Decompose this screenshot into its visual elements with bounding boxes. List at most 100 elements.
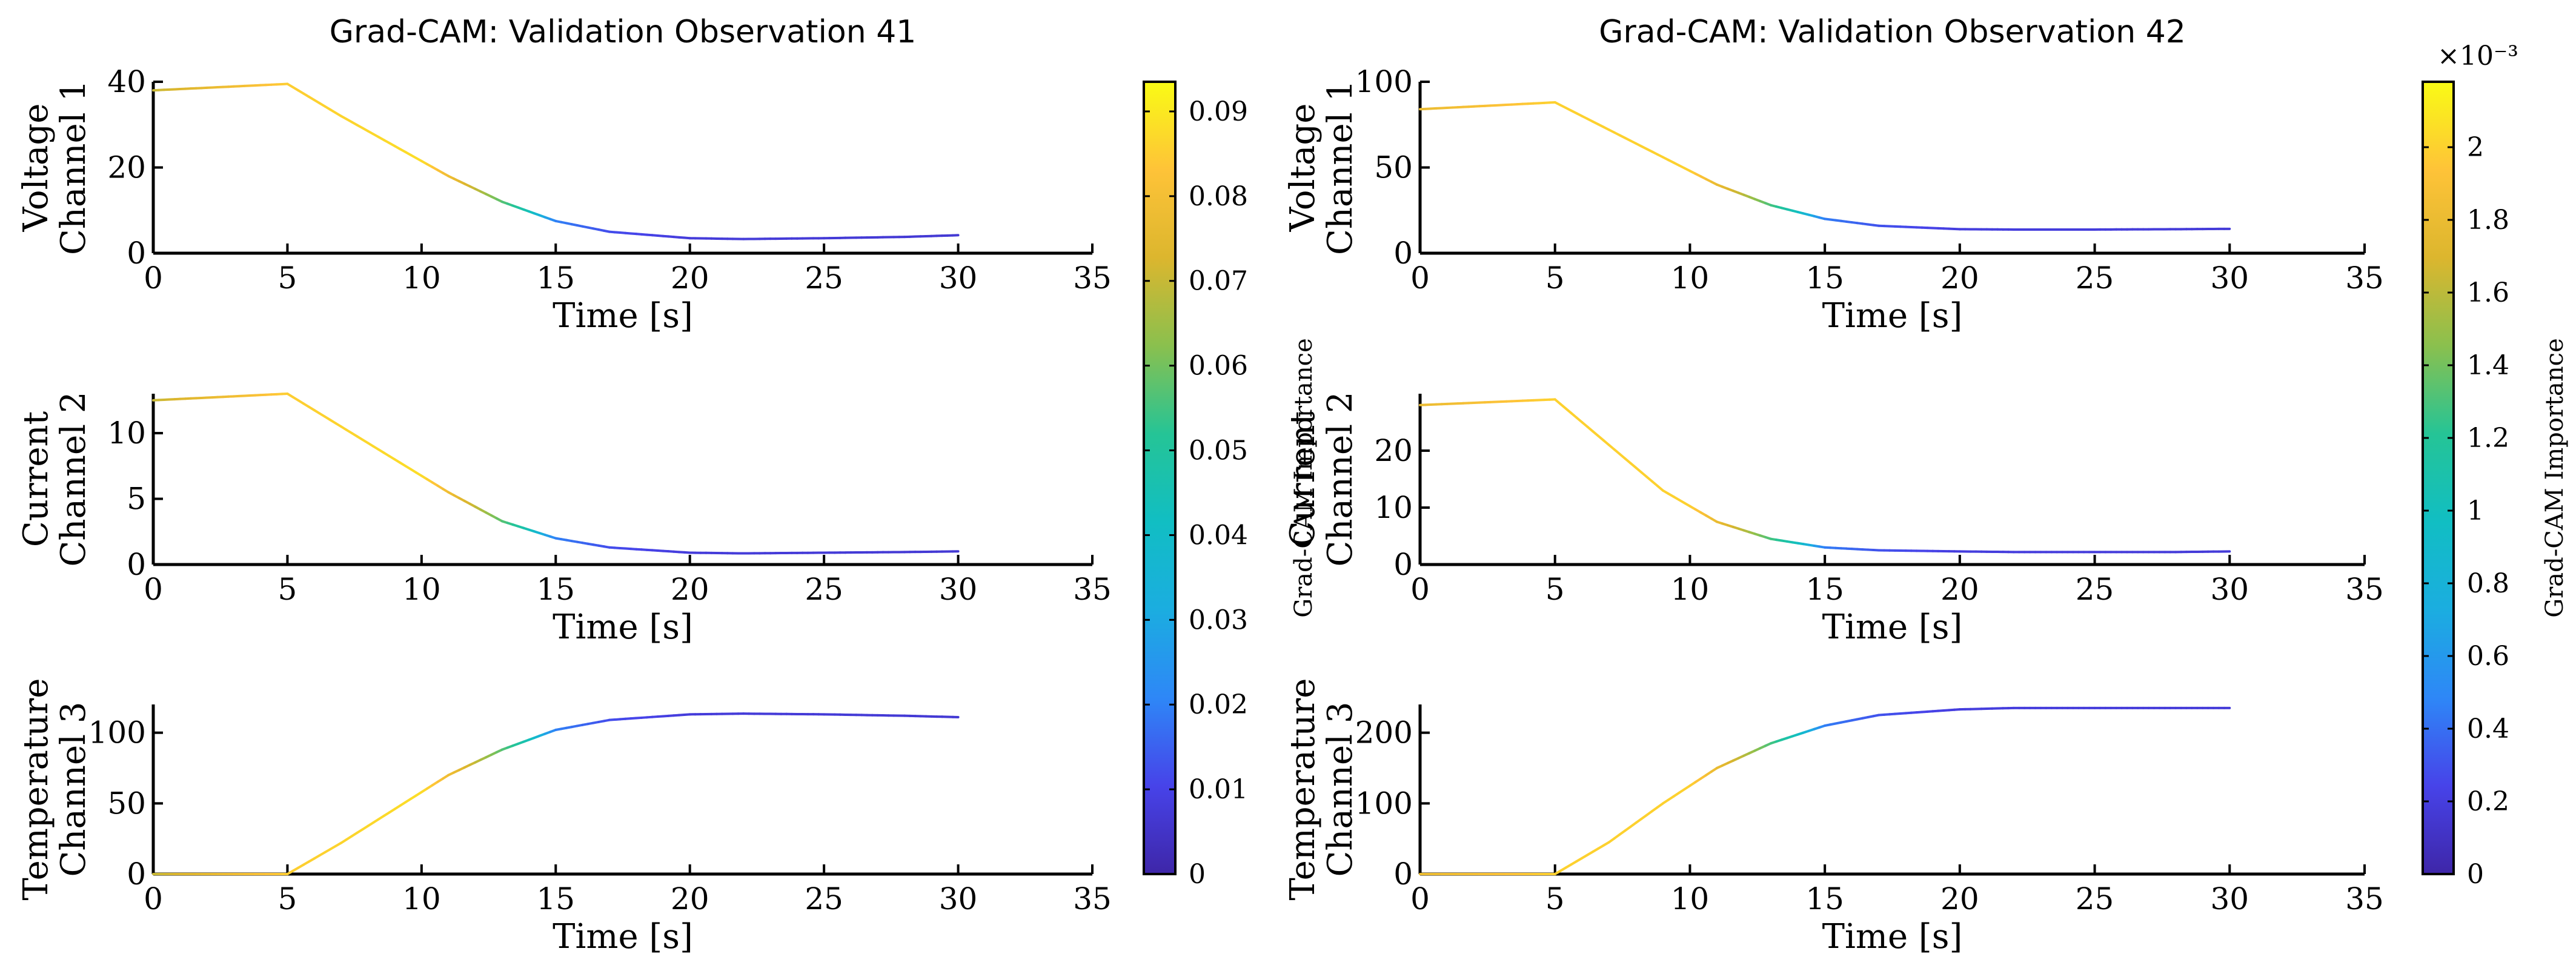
x-tick-label: 25 <box>805 881 843 916</box>
x-tick-label: 30 <box>939 260 978 296</box>
chart-title: Grad-CAM: Validation Observation 41 <box>330 14 917 50</box>
x-tick-label: 10 <box>1671 260 1710 296</box>
colorbar-tick-label: 2 <box>2467 132 2484 163</box>
x-tick-label: 35 <box>2345 881 2384 916</box>
y-tick-label: 0 <box>127 236 146 271</box>
colorbar-exponent: ×10⁻³ <box>2437 41 2518 71</box>
x-tick-label: 5 <box>278 572 297 607</box>
y-axis-label: Channel 3 <box>54 702 93 877</box>
y-tick-label: 20 <box>107 150 146 185</box>
colorbar-tick-label: 0.06 <box>1189 351 1248 382</box>
x-tick-label: 35 <box>1073 260 1112 296</box>
x-tick-label: 15 <box>536 260 575 296</box>
x-tick-label: 25 <box>2076 881 2114 916</box>
x-axis-label: Time [s] <box>553 608 693 647</box>
colorbar-tick-label: 1.2 <box>2467 423 2509 454</box>
x-tick-label: 20 <box>671 881 709 916</box>
y-axis-label: Channel 2 <box>54 392 93 567</box>
x-tick-label: 10 <box>1671 881 1710 916</box>
x-tick-label: 35 <box>1073 572 1112 607</box>
y-axis-label: Current <box>1283 411 1323 547</box>
y-tick-label: 50 <box>107 786 146 821</box>
x-axis-label: Time [s] <box>553 917 693 956</box>
y-axis-label: Temperature <box>1283 678 1323 901</box>
chart-title: Grad-CAM: Validation Observation 42 <box>1599 14 2186 50</box>
x-tick-label: 0 <box>144 572 163 607</box>
colorbar <box>2422 81 2455 875</box>
colorbar-tick-label: 0 <box>1189 859 1206 890</box>
x-tick-label: 0 <box>1410 881 1430 916</box>
colorbar-tick-label: 0.03 <box>1189 605 1248 635</box>
colorbar-label: Grad-CAM Importance <box>1290 338 1318 618</box>
x-tick-label: 35 <box>2345 260 2384 296</box>
series-line <box>1419 706 2231 875</box>
x-tick-label: 0 <box>144 881 163 916</box>
x-axis-label: Time [s] <box>553 296 693 336</box>
colorbar-tick-label: 0.2 <box>2467 786 2509 817</box>
y-tick-label: 0 <box>127 547 146 582</box>
y-axis-label: Temperature <box>16 678 56 901</box>
x-tick-label: 25 <box>2076 260 2114 296</box>
y-tick-label: 10 <box>1374 490 1413 525</box>
x-tick-label: 30 <box>2210 881 2249 916</box>
colorbar-tick-label: 1.4 <box>2467 350 2509 381</box>
x-tick-label: 5 <box>1545 881 1565 916</box>
x-tick-label: 10 <box>402 881 441 916</box>
x-tick-label: 5 <box>278 881 297 916</box>
x-tick-label: 10 <box>402 572 441 607</box>
x-tick-label: 25 <box>2076 572 2114 607</box>
y-tick-label: 100 <box>1355 64 1413 99</box>
colorbar-tick-label: 0.09 <box>1189 96 1248 127</box>
series-line <box>1419 398 2231 554</box>
x-tick-label: 15 <box>536 572 575 607</box>
colorbar-tick-label: 1.6 <box>2467 277 2509 308</box>
x-tick-label: 20 <box>1940 881 1979 916</box>
y-tick-label: 0 <box>127 856 146 892</box>
colorbar-tick-label: 0.02 <box>1189 689 1248 720</box>
x-tick-label: 30 <box>939 881 978 916</box>
x-tick-label: 35 <box>2345 572 2384 607</box>
y-axis-label: Voltage <box>1283 104 1323 233</box>
colorbar-tick-label: 0.4 <box>2467 714 2509 744</box>
x-tick-label: 5 <box>1545 572 1565 607</box>
y-axis-label: Channel 2 <box>1321 392 1360 567</box>
x-tick-label: 20 <box>1940 572 1979 607</box>
x-tick-label: 15 <box>1805 881 1844 916</box>
x-axis-label: Time [s] <box>1822 917 1963 956</box>
colorbar-tick-label: 1.8 <box>2467 205 2509 236</box>
y-tick-label: 50 <box>1374 150 1413 185</box>
y-tick-label: 5 <box>127 482 146 517</box>
y-tick-label: 20 <box>1374 433 1413 468</box>
x-tick-label: 25 <box>805 260 843 296</box>
x-tick-label: 15 <box>1805 572 1844 607</box>
x-tick-label: 15 <box>536 881 575 916</box>
x-tick-label: 25 <box>805 572 843 607</box>
y-axis-label: Voltage <box>16 104 56 233</box>
y-axis-label: Channel 3 <box>1321 702 1360 877</box>
x-tick-label: 30 <box>2210 260 2249 296</box>
y-tick-label: 200 <box>1355 715 1413 750</box>
x-tick-label: 15 <box>1805 260 1844 296</box>
y-axis-label: Channel 1 <box>1321 80 1360 255</box>
colorbar-tick-label: 0.8 <box>2467 568 2509 599</box>
colorbar-tick-label: 0.07 <box>1189 266 1248 297</box>
x-tick-label: 35 <box>1073 881 1112 916</box>
x-tick-label: 5 <box>278 260 297 296</box>
series-line <box>152 82 960 240</box>
colorbar-tick-label: 0.6 <box>2467 641 2509 672</box>
y-tick-label: 100 <box>88 715 146 750</box>
x-tick-label: 20 <box>671 260 709 296</box>
x-tick-label: 20 <box>671 572 709 607</box>
x-tick-label: 0 <box>1410 260 1430 296</box>
colorbar-tick-label: 1 <box>2467 495 2484 526</box>
colorbar-tick-label: 0.04 <box>1189 520 1248 551</box>
x-tick-label: 30 <box>939 572 978 607</box>
colorbar-label: Grad-CAM Importance <box>2541 338 2569 618</box>
y-tick-label: 0 <box>1393 236 1413 271</box>
y-tick-label: 0 <box>1393 547 1413 582</box>
y-axis-label: Current <box>16 411 56 547</box>
y-tick-label: 100 <box>1355 786 1413 821</box>
x-tick-label: 5 <box>1545 260 1565 296</box>
x-axis-label: Time [s] <box>1822 608 1963 647</box>
